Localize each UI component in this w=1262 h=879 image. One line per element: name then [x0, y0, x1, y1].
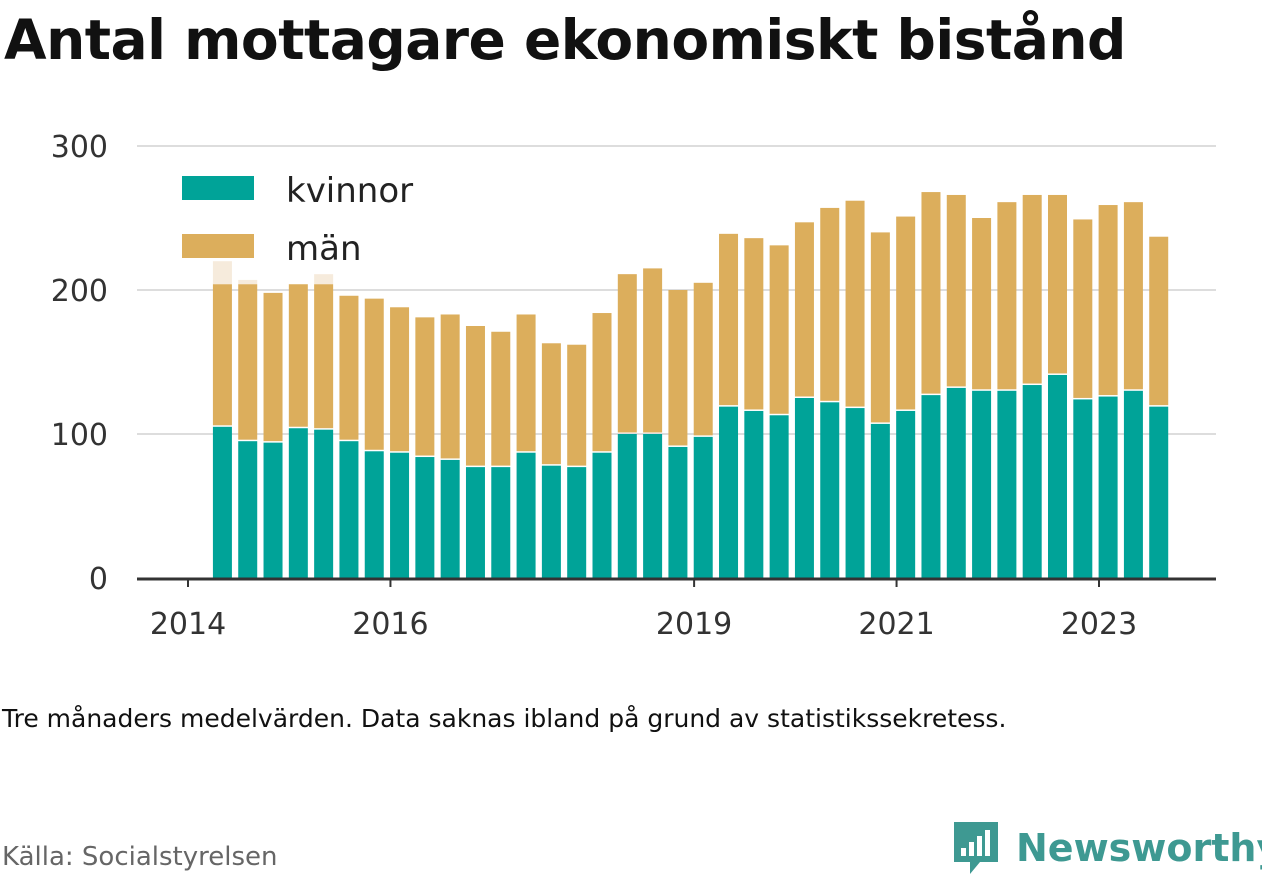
- bar-faded-extra: [238, 279, 258, 285]
- bar-kvinnor: [567, 467, 587, 578]
- bar-man: [921, 192, 941, 394]
- chart-title: Antal mottagare ekonomiskt bistånd: [4, 8, 1126, 72]
- y-tick-label: 0: [89, 562, 108, 597]
- bar-man: [972, 218, 992, 390]
- bar-kvinnor: [592, 452, 612, 578]
- bar-kvinnor: [744, 410, 764, 578]
- bar-kvinnor: [870, 423, 890, 578]
- bar-kvinnor: [693, 436, 713, 578]
- bar-kvinnor: [896, 410, 916, 578]
- bar-kvinnor: [794, 398, 814, 578]
- bar-kvinnor: [1047, 374, 1067, 578]
- newsworthy-logo: Newsworthy: [950, 818, 1262, 878]
- bar-kvinnor: [1149, 406, 1169, 578]
- bar-man: [668, 290, 688, 446]
- bar-man: [541, 343, 561, 465]
- bar-man: [516, 314, 536, 452]
- bar-man: [643, 268, 663, 433]
- legend-swatch-kvinnor: [182, 176, 254, 200]
- bar-kvinnor: [643, 434, 663, 578]
- bar-man: [946, 194, 966, 387]
- bar-man: [212, 284, 232, 426]
- x-tick-label: 2023: [1061, 607, 1137, 642]
- bar-kvinnor: [440, 459, 460, 578]
- bar-man: [1073, 219, 1093, 398]
- bar-kvinnor: [491, 467, 511, 578]
- bar-faded-extra: [212, 261, 232, 285]
- bar-kvinnor: [946, 387, 966, 578]
- bar-kvinnor: [314, 429, 334, 578]
- bar-kvinnor: [390, 452, 410, 578]
- x-tick-label: 2021: [858, 607, 934, 642]
- bar-man: [440, 314, 460, 459]
- bar-man: [491, 331, 511, 466]
- bar-man: [1149, 236, 1169, 406]
- x-tick-label: 2014: [150, 607, 226, 642]
- bar-man: [288, 284, 308, 427]
- bar-kvinnor: [719, 406, 739, 578]
- bar-kvinnor: [263, 442, 283, 578]
- bar-man: [1123, 202, 1143, 390]
- bar-man: [845, 200, 865, 407]
- legend-label-kvinnor: kvinnor: [286, 171, 413, 211]
- bar-chart-speech-icon: [954, 822, 998, 874]
- bar-man: [1047, 194, 1067, 374]
- bar-kvinnor: [516, 452, 536, 578]
- legend-swatch-man: [182, 234, 254, 258]
- y-tick-label: 100: [51, 418, 108, 453]
- bar-man: [567, 344, 587, 466]
- bar-kvinnor: [1098, 396, 1118, 578]
- bar-man: [1098, 205, 1118, 396]
- bar-man: [769, 245, 789, 414]
- stacked-bar-chart: 0 100 200 300 2014 2016 2019 2021 2023 kvinnor män: [51, 130, 1216, 642]
- bar-man: [364, 298, 384, 450]
- legend-label-man: män: [286, 229, 362, 269]
- x-tick-label: 2016: [352, 607, 428, 642]
- bar-faded-extra: [314, 274, 334, 285]
- bar-kvinnor: [668, 446, 688, 578]
- bar-man: [870, 232, 890, 423]
- bar-man: [390, 307, 410, 452]
- bar-man: [415, 317, 435, 456]
- bar-kvinnor: [212, 426, 232, 578]
- bar-man: [314, 284, 334, 429]
- chart-note: Tre månaders medelvärden. Data saknas ib…: [2, 704, 1007, 733]
- source-label: Källa: Socialstyrelsen: [2, 842, 278, 872]
- bar-man: [693, 282, 713, 436]
- bar-kvinnor: [238, 441, 258, 578]
- bar-kvinnor: [1073, 399, 1093, 578]
- bar-kvinnor: [921, 395, 941, 578]
- bar-man: [997, 202, 1017, 390]
- bar-man: [263, 292, 283, 442]
- bar-kvinnor: [820, 402, 840, 578]
- bar-man: [617, 274, 637, 433]
- bar-man: [339, 295, 359, 440]
- bar-man: [465, 326, 485, 466]
- bar-kvinnor: [465, 467, 485, 578]
- bar-kvinnor: [541, 465, 561, 578]
- bar-man: [744, 238, 764, 410]
- bar-kvinnor: [288, 428, 308, 578]
- bar-kvinnor: [364, 451, 384, 578]
- bar-kvinnor: [997, 390, 1017, 578]
- bar-man: [896, 216, 916, 410]
- bar-kvinnor: [845, 408, 865, 578]
- x-tick-label: 2019: [656, 607, 732, 642]
- bar-kvinnor: [1022, 385, 1042, 578]
- bar-kvinnor: [1123, 390, 1143, 578]
- bar-man: [592, 313, 612, 452]
- bar-man: [719, 233, 739, 406]
- bar-man: [1022, 194, 1042, 384]
- bar-man: [820, 207, 840, 401]
- y-tick-label: 300: [51, 130, 108, 165]
- bar-kvinnor: [617, 434, 637, 578]
- bar-man: [238, 284, 258, 440]
- y-tick-label: 200: [51, 274, 108, 309]
- bar-kvinnor: [339, 441, 359, 578]
- bar-kvinnor: [769, 415, 789, 578]
- brand-name: Newsworthy: [1016, 826, 1262, 870]
- bar-kvinnor: [415, 457, 435, 578]
- bar-kvinnor: [972, 390, 992, 578]
- bar-man: [794, 222, 814, 397]
